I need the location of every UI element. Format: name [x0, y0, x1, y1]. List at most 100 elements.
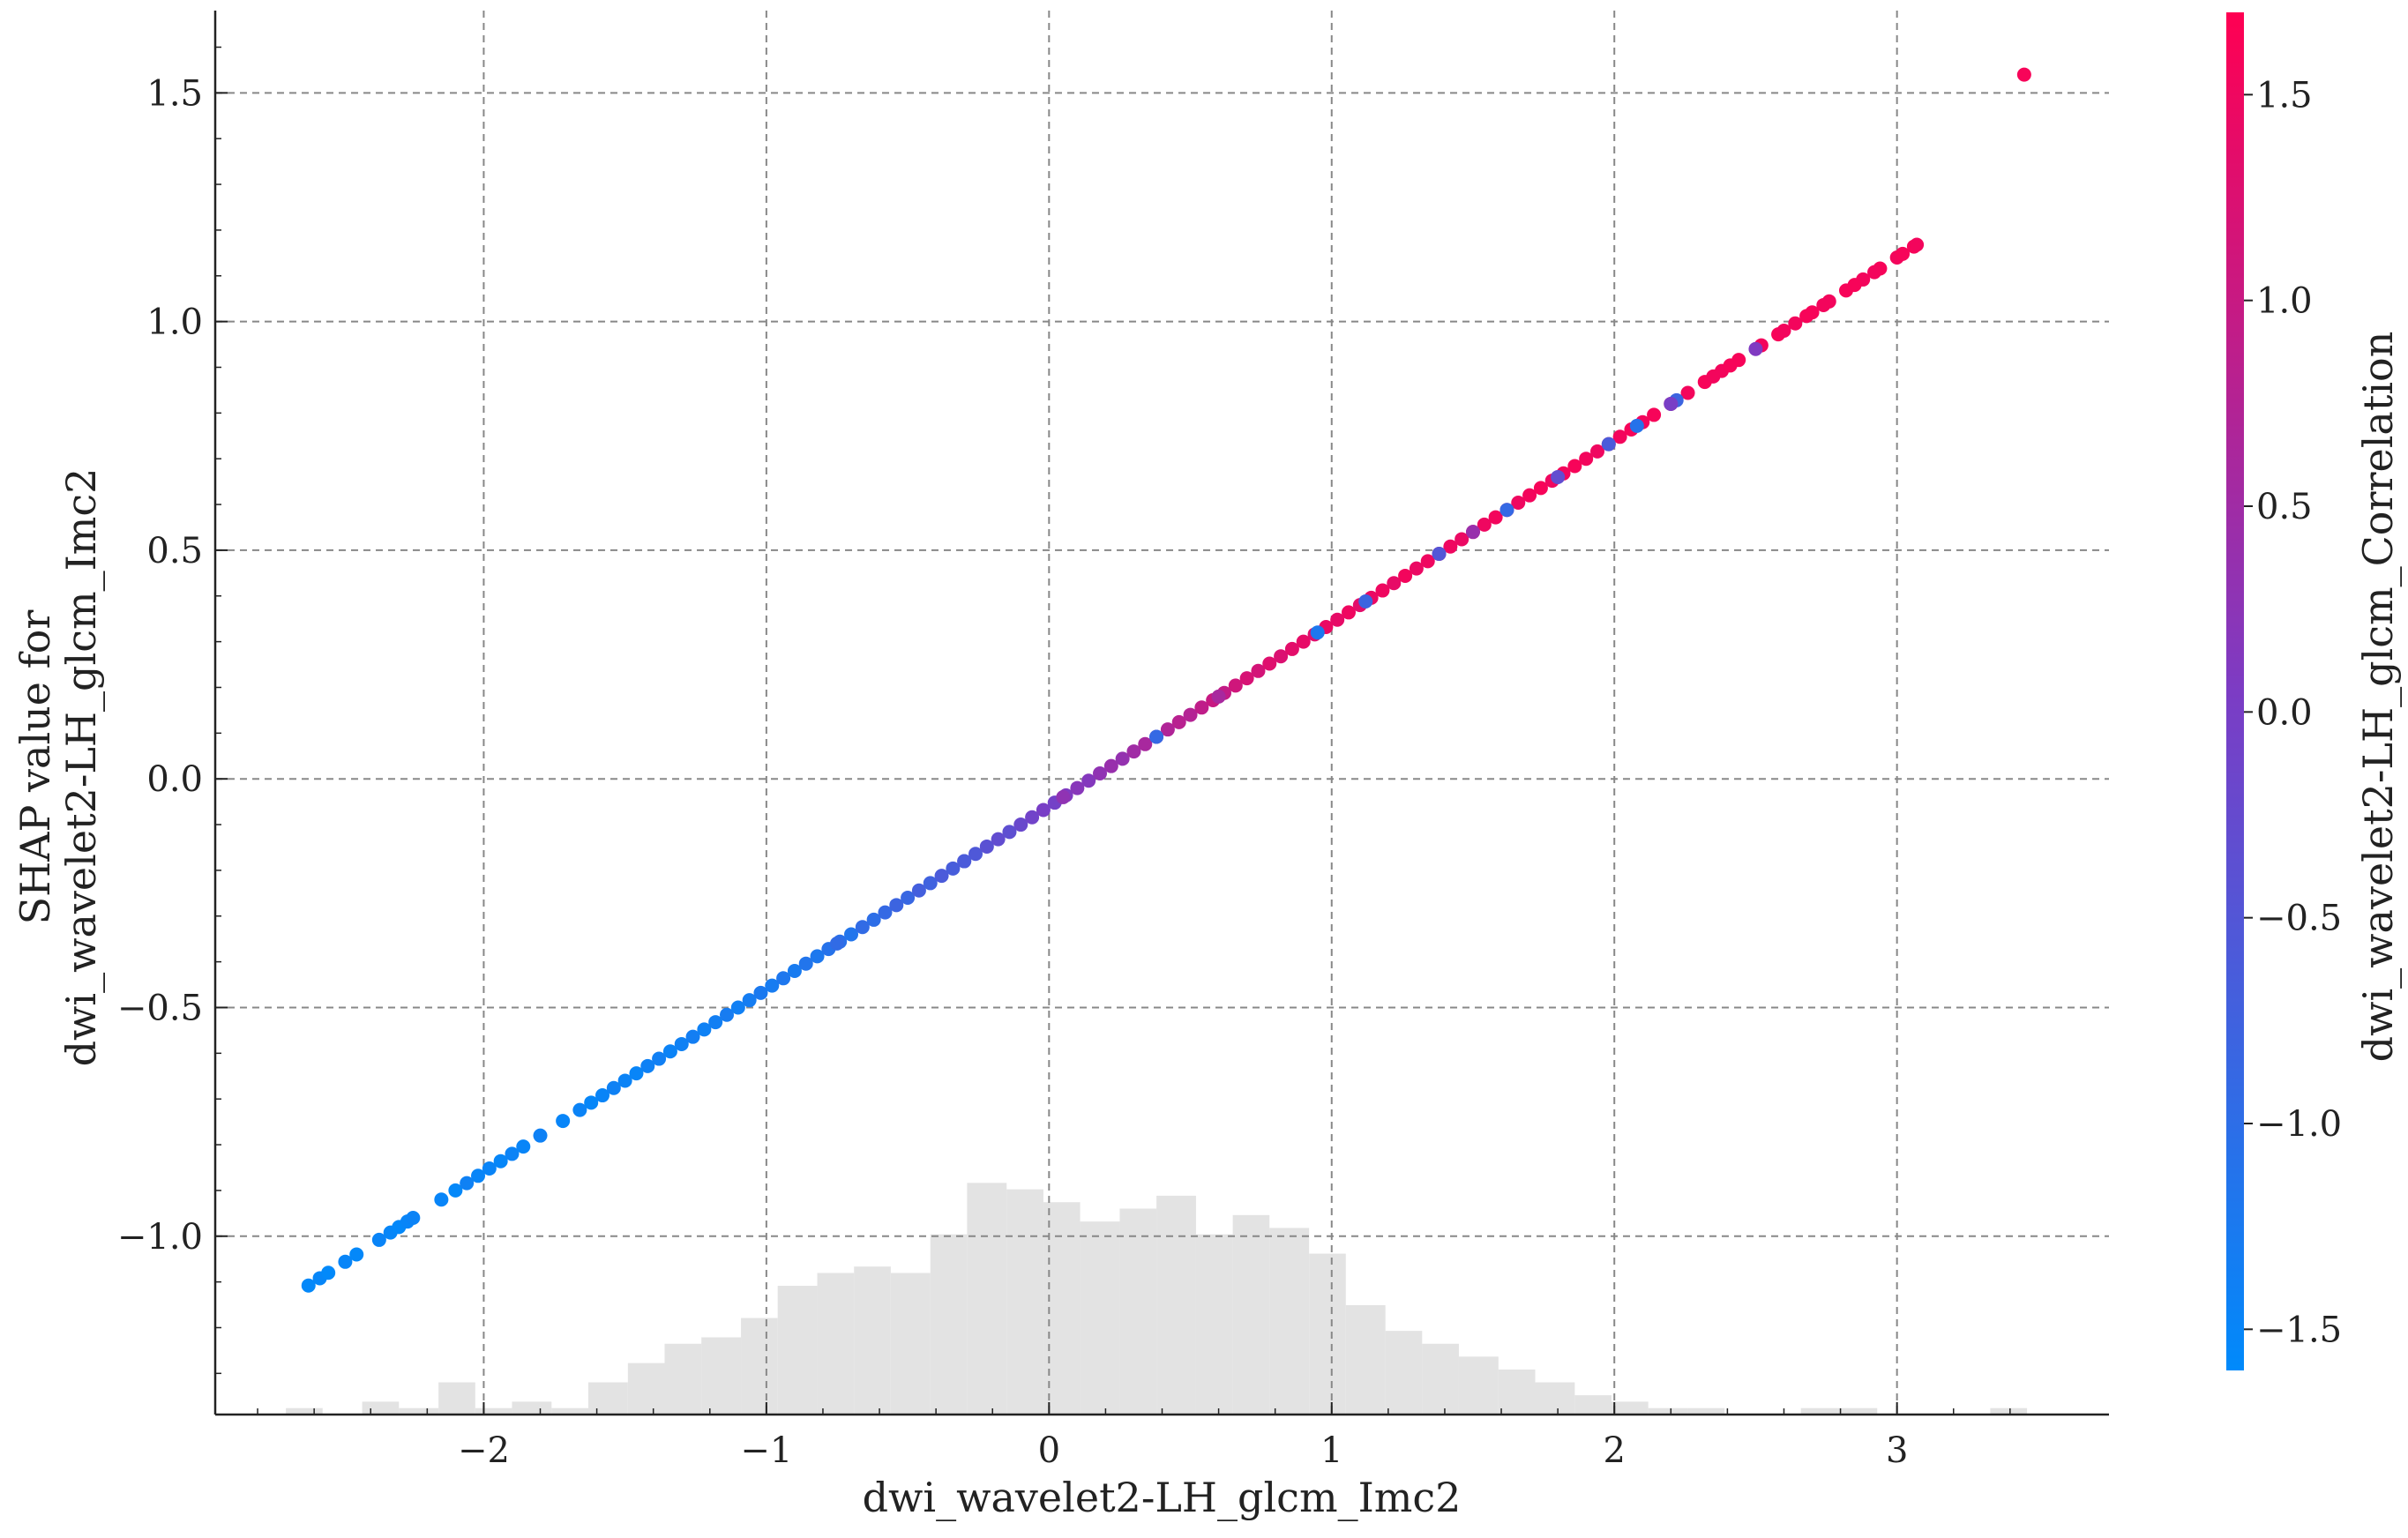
data-point	[946, 861, 961, 876]
data-point	[1002, 825, 1017, 840]
data-point	[674, 1036, 689, 1051]
data-point	[595, 1088, 610, 1103]
data-point	[730, 1000, 745, 1015]
data-point	[798, 956, 813, 971]
histogram-bar	[930, 1234, 968, 1415]
histogram-bar	[777, 1286, 818, 1415]
data-point	[901, 891, 916, 906]
histogram-bar	[1345, 1304, 1386, 1415]
data-point	[1115, 751, 1130, 766]
data-point	[765, 978, 780, 993]
data-point	[1056, 789, 1071, 804]
data-point	[1847, 278, 1862, 293]
colorbar-ticks: −1.5 −1.0 −0.5 0.0 0.5 1.0 1.5	[2244, 75, 2342, 1350]
data-point	[471, 1168, 486, 1183]
data-point	[753, 985, 768, 1000]
data-point	[1723, 358, 1738, 373]
data-point	[572, 1102, 587, 1117]
data-point	[957, 854, 972, 869]
data-point	[617, 1073, 632, 1088]
data-point	[349, 1247, 364, 1262]
data-point	[923, 876, 938, 891]
colorbar	[2226, 12, 2244, 1370]
data-point	[1013, 818, 1028, 832]
data-point	[979, 839, 994, 854]
y-tick-label: −1.0	[117, 1217, 203, 1258]
data-point	[1310, 625, 1325, 640]
data-point	[1455, 532, 1469, 547]
data-point	[810, 949, 825, 964]
colorbar-tick-label: 1.0	[2256, 281, 2313, 322]
data-point	[1409, 561, 1424, 576]
histogram-bar	[1837, 1407, 1878, 1415]
data-point	[1465, 525, 1480, 540]
histogram-bar	[701, 1337, 742, 1415]
data-point	[742, 993, 757, 1008]
colorbar-tick-label: −1.0	[2256, 1104, 2342, 1145]
data-point	[1499, 503, 1514, 518]
data-point	[1251, 663, 1266, 678]
data-point	[1081, 773, 1096, 788]
histogram-bar	[1498, 1369, 1536, 1415]
colorbar-tick-label: 0.5	[2256, 487, 2313, 527]
data-point	[493, 1154, 508, 1168]
data-point	[844, 927, 859, 942]
x-tick-label: 0	[1038, 1430, 1060, 1471]
data-point	[1612, 429, 1627, 444]
histogram-bar	[475, 1407, 512, 1415]
data-point	[708, 1015, 723, 1030]
y-tick-label: 1.5	[146, 73, 203, 114]
data-point	[866, 912, 881, 927]
data-point	[1522, 488, 1537, 503]
histogram-bar	[817, 1273, 855, 1415]
histogram-bar	[1687, 1407, 1725, 1415]
histogram-bar	[1535, 1382, 1575, 1415]
data-point	[1274, 649, 1289, 664]
y-tick-label: −0.5	[117, 988, 203, 1028]
data-point	[1070, 780, 1085, 795]
data-point	[1776, 323, 1791, 338]
data-point	[697, 1022, 712, 1037]
data-point	[1647, 407, 1662, 422]
axes	[213, 11, 2109, 1416]
x-tick-label: 1	[1320, 1430, 1342, 1471]
data-point	[629, 1066, 644, 1081]
colorbar-tick-label: −1.5	[2256, 1310, 2342, 1350]
data-point	[1149, 729, 1164, 744]
histogram-bar	[1800, 1407, 1838, 1415]
histogram-bar	[1990, 1407, 2028, 1415]
data-point	[1788, 316, 1803, 331]
data-point	[1533, 481, 1548, 496]
data-point	[460, 1176, 475, 1191]
data-point	[434, 1192, 449, 1207]
histogram-bar	[1156, 1195, 1196, 1415]
histogram-bar	[1458, 1356, 1499, 1415]
histogram-bar	[286, 1407, 323, 1415]
colorbar-label: dwi_wavelet2-LH_glcm_Correlation	[2354, 332, 2402, 1063]
data-point	[533, 1128, 548, 1143]
data-point	[911, 883, 926, 898]
histogram-bar	[1385, 1331, 1423, 1415]
data-point	[1601, 437, 1616, 452]
data-point	[1816, 297, 1831, 312]
data-point	[1284, 641, 1299, 656]
histogram-bar	[1232, 1214, 1270, 1415]
y-axis-label-line2: dwi_wavelet2-LH_glcm_Imc2	[57, 468, 105, 1067]
colorbar-tick-label: 1.5	[2256, 75, 2313, 116]
data-point	[448, 1183, 463, 1198]
grid	[215, 11, 2109, 1415]
histogram-bar	[627, 1363, 665, 1415]
x-axis-label: dwi_wavelet2-LH_glcm_Imc2	[863, 1474, 1462, 1521]
histogram-bar	[551, 1407, 588, 1415]
data-point	[584, 1095, 599, 1110]
histogram-bar	[1612, 1401, 1649, 1415]
data-point	[1664, 396, 1679, 411]
data-point	[968, 847, 983, 862]
data-point	[1103, 758, 1118, 773]
histogram-bar	[741, 1318, 778, 1415]
data-point	[889, 898, 904, 913]
histogram-bar	[438, 1382, 475, 1415]
data-point	[1025, 810, 1040, 825]
histogram-bar	[664, 1343, 702, 1415]
